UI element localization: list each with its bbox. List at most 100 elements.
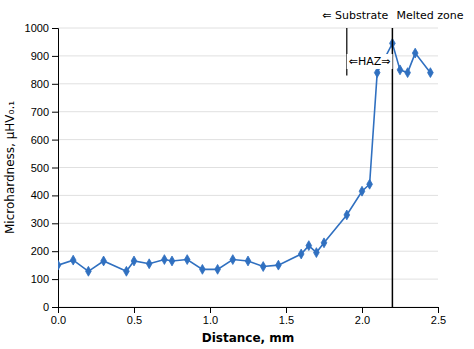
chart: 0.0 0.5 1.0 1.5 2.0 2.5 0 100 200 300 400 500 600 700… bbox=[0, 0, 474, 349]
y-tick-mark bbox=[52, 223, 58, 224]
zone-label: ⇐ Substrate bbox=[322, 9, 388, 22]
point bbox=[374, 68, 380, 78]
x-axis-line bbox=[59, 308, 439, 314]
haz-label: ⇐HAZ⇒ bbox=[349, 55, 391, 68]
point bbox=[314, 248, 320, 258]
y-tick: 300 bbox=[31, 217, 58, 229]
y-tick: 500 bbox=[31, 162, 58, 174]
y-tick: 200 bbox=[31, 245, 58, 257]
y-tick-label: 100 bbox=[31, 273, 49, 285]
grid-line bbox=[58, 111, 438, 112]
y-tick-label: 200 bbox=[31, 245, 49, 257]
x-tick: 0.5 bbox=[127, 307, 142, 326]
y-tick-label: 700 bbox=[31, 106, 49, 118]
y-tick: 1000 bbox=[25, 22, 58, 34]
grid-line bbox=[58, 83, 438, 84]
grid bbox=[58, 28, 438, 307]
y-tick-label: 800 bbox=[31, 78, 49, 90]
point bbox=[428, 68, 434, 78]
point bbox=[405, 68, 411, 78]
point bbox=[230, 255, 236, 265]
y-tick: 600 bbox=[31, 134, 58, 146]
x-tick-label: 0.5 bbox=[127, 314, 142, 326]
grid-line bbox=[58, 251, 438, 252]
y-tick-label: 1000 bbox=[25, 22, 49, 34]
x-tick: 2.0 bbox=[355, 307, 370, 326]
point bbox=[276, 260, 282, 270]
grid-line bbox=[58, 139, 438, 140]
x-tick-label: 2.0 bbox=[355, 314, 370, 326]
plot: 0.0 0.5 1.0 1.5 2.0 2.5 0 100 200 300 400 500 600 700… bbox=[25, 22, 447, 326]
y-tick: 400 bbox=[31, 189, 58, 201]
point bbox=[86, 266, 92, 276]
point bbox=[412, 48, 418, 58]
y-tick-mark bbox=[52, 195, 58, 196]
point bbox=[245, 256, 251, 266]
y-tick-mark bbox=[52, 251, 58, 252]
point bbox=[146, 259, 152, 269]
point bbox=[397, 65, 403, 75]
grid-line bbox=[58, 223, 438, 224]
haz-label-background bbox=[347, 54, 393, 69]
line bbox=[58, 43, 430, 271]
point bbox=[169, 256, 175, 266]
point bbox=[131, 256, 137, 266]
y-tick-mark bbox=[52, 307, 58, 308]
zone-label: Melted zone bbox=[396, 9, 463, 22]
point bbox=[321, 238, 327, 248]
point bbox=[101, 256, 107, 266]
x-axis: 0.0 0.5 1.0 1.5 2.0 2.5 bbox=[51, 307, 446, 326]
grid-line bbox=[58, 167, 438, 168]
y-tick-mark bbox=[52, 112, 58, 113]
y-tick: 100 bbox=[31, 273, 58, 285]
point bbox=[306, 241, 312, 251]
y-tick-mark bbox=[52, 168, 58, 169]
x-tick-label: 2.5 bbox=[431, 314, 446, 326]
point bbox=[260, 262, 266, 272]
x-tick: 1.5 bbox=[279, 307, 294, 326]
x-tick: 2.5 bbox=[431, 307, 446, 326]
y-tick-label: 500 bbox=[31, 162, 49, 174]
point bbox=[359, 186, 365, 196]
x-tick-mark bbox=[210, 307, 211, 313]
point bbox=[215, 264, 221, 274]
y-tick: 0 bbox=[43, 301, 58, 313]
y-axis-title: Microhardness, μHV₀.₁ bbox=[3, 101, 17, 234]
x-tick-label: 1.5 bbox=[279, 314, 294, 326]
haz-label-group: ⇐HAZ⇒ bbox=[347, 54, 393, 69]
y-tick-mark bbox=[52, 84, 58, 85]
grid-line bbox=[58, 28, 438, 29]
y-tick-label: 0 bbox=[43, 301, 49, 313]
y-tick-mark bbox=[52, 140, 58, 141]
point bbox=[162, 255, 168, 265]
data-area bbox=[58, 38, 433, 276]
y-tick-label: 400 bbox=[31, 189, 49, 201]
point bbox=[298, 249, 304, 259]
x-tick-label: 0.0 bbox=[51, 314, 66, 326]
y-axis-line bbox=[52, 29, 59, 308]
x-tick-mark bbox=[134, 307, 135, 313]
x-tick-mark bbox=[438, 307, 439, 313]
point bbox=[184, 255, 190, 265]
x-tick: 0.0 bbox=[51, 307, 66, 326]
point bbox=[367, 179, 373, 189]
y-tick-mark bbox=[52, 279, 58, 280]
point bbox=[58, 260, 61, 270]
annotations: ⇐HAZ⇒ bbox=[347, 28, 393, 307]
y-tick-mark bbox=[52, 56, 58, 57]
x-tick: 1.0 bbox=[203, 307, 218, 326]
y-tick-label: 600 bbox=[31, 134, 49, 146]
point bbox=[200, 264, 206, 274]
y-tick: 800 bbox=[31, 78, 58, 90]
grid-line bbox=[58, 279, 438, 280]
x-tick-mark bbox=[362, 307, 363, 313]
y-tick-label: 900 bbox=[31, 50, 49, 62]
point bbox=[344, 210, 350, 220]
grid-line bbox=[58, 195, 438, 196]
point bbox=[70, 255, 76, 265]
boundary-line bbox=[392, 28, 394, 307]
y-tick: 900 bbox=[31, 50, 58, 62]
point bbox=[124, 266, 130, 276]
x-tick-label: 1.0 bbox=[203, 314, 218, 326]
x-tick-mark bbox=[286, 307, 287, 313]
